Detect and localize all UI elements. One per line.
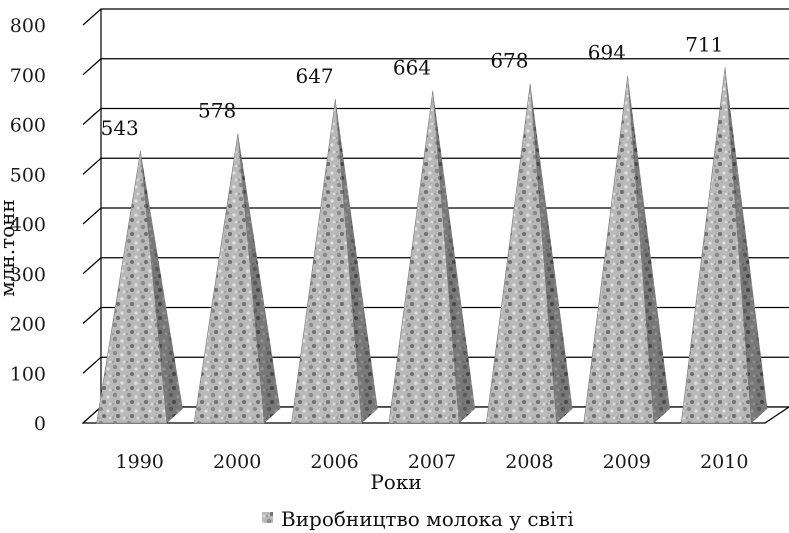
data-label: 711 xyxy=(685,32,723,56)
pyramid-side-shade xyxy=(725,67,768,423)
pyramid-bars xyxy=(96,67,768,424)
gridline xyxy=(82,58,789,76)
pyramid-bar xyxy=(388,90,476,424)
pyramid-side-shade xyxy=(237,133,281,423)
x-tick-label: 2007 xyxy=(408,451,456,473)
pyramid-front-face xyxy=(96,150,168,424)
x-tick-label: 2010 xyxy=(700,451,748,473)
x-tick-label: 2009 xyxy=(603,451,651,473)
pyramid-side-shade xyxy=(530,83,573,423)
x-tick-label: 2006 xyxy=(310,451,358,473)
y-tick-label: 700 xyxy=(10,65,46,87)
pyramid-bar xyxy=(96,150,183,424)
y-tick-label: 800 xyxy=(10,15,46,37)
y-tick-label: 500 xyxy=(10,164,46,186)
data-label: 647 xyxy=(295,64,333,88)
y-axis-ticks: 0 100 200 300 400 500 600 700 800 xyxy=(10,15,46,435)
pyramid-side-face xyxy=(140,150,183,424)
pyramid-bar xyxy=(193,133,281,424)
pyramid-side-shade xyxy=(432,90,476,423)
pyramid-side-shade xyxy=(627,75,670,424)
gridline xyxy=(82,8,789,26)
pyramid-side-face xyxy=(530,83,573,423)
y-tick-label: 0 xyxy=(34,413,46,435)
legend-swatch xyxy=(262,512,273,523)
pyramid-bar xyxy=(291,99,378,424)
pyramid-front-face xyxy=(486,83,557,424)
pyramid-front-face xyxy=(388,90,460,424)
x-tick-label: 2000 xyxy=(213,451,261,473)
data-label: 694 xyxy=(588,41,626,65)
pyramid-bar xyxy=(486,83,573,424)
pyramid-side-face xyxy=(432,90,476,423)
x-tick-label: 2008 xyxy=(505,451,553,473)
legend-label: Виробництво молока у світі xyxy=(281,507,574,531)
pyramid-side-shade xyxy=(140,150,183,424)
legend: Виробництво молока у світі xyxy=(262,507,574,531)
data-label: 678 xyxy=(490,49,528,73)
pyramid-side-face xyxy=(237,133,281,423)
y-tick-label: 600 xyxy=(10,115,46,137)
x-axis-ticks: 1990 2000 2006 2007 2008 2009 2010 xyxy=(116,451,749,473)
y-tick-label: 400 xyxy=(10,214,46,236)
pyramid-side-face xyxy=(725,67,768,423)
data-labels: 543 578 647 664 678 694 711 xyxy=(101,32,724,140)
y-axis-title: млн.тонн xyxy=(0,199,19,297)
data-label: 664 xyxy=(393,56,431,80)
pyramid-side-face xyxy=(335,99,378,424)
data-label: 578 xyxy=(198,98,236,122)
gridlines xyxy=(82,8,789,424)
x-axis-title: Роки xyxy=(370,470,421,494)
x-tick-label: 1990 xyxy=(116,451,164,473)
pyramid-bar xyxy=(583,75,670,424)
y-tick-label: 100 xyxy=(10,363,46,385)
pyramid-front-face xyxy=(583,75,655,424)
pyramid-bar xyxy=(680,67,768,424)
pyramid-front-face xyxy=(193,133,265,424)
pyramid-side-face xyxy=(627,75,670,424)
pyramid-front-face xyxy=(680,67,752,424)
pyramid-front-face xyxy=(291,99,362,424)
pyramid-side-shade xyxy=(335,99,378,424)
y-tick-label: 300 xyxy=(10,264,46,286)
data-label: 543 xyxy=(101,116,139,140)
y-tick-label: 200 xyxy=(10,314,46,336)
